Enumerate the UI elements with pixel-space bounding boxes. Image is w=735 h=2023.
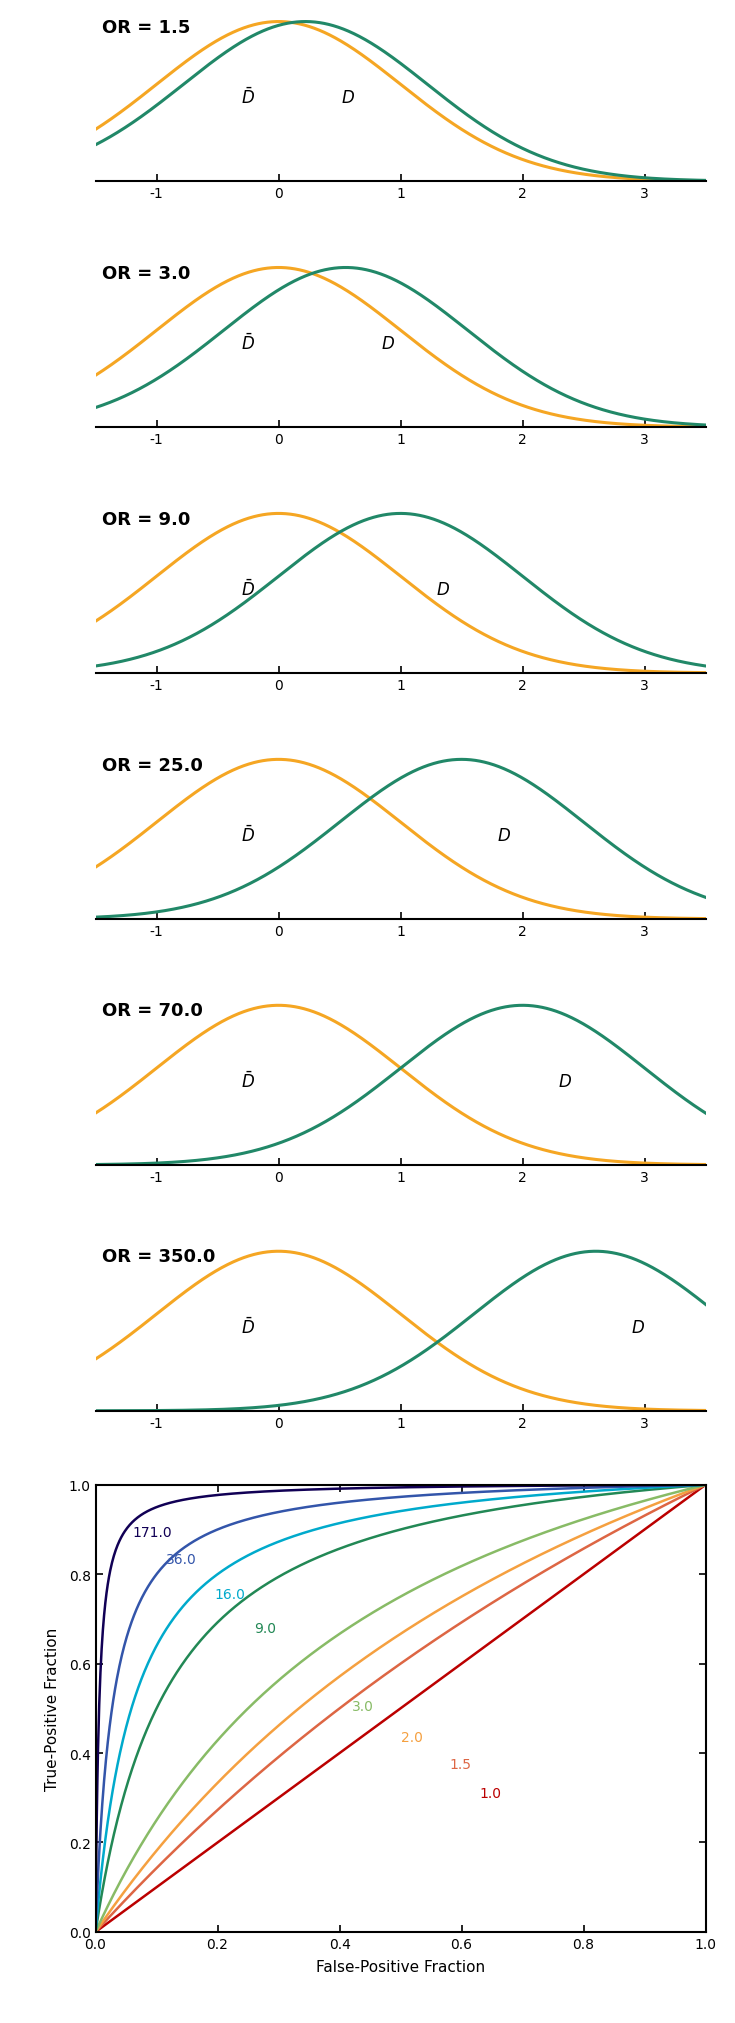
Text: 2.0: 2.0 xyxy=(401,1730,423,1744)
Text: $\bar{D}$: $\bar{D}$ xyxy=(241,1070,255,1092)
Text: $D$: $D$ xyxy=(631,1319,645,1335)
Text: $\bar{D}$: $\bar{D}$ xyxy=(241,87,255,109)
Text: 9.0: 9.0 xyxy=(254,1620,276,1635)
Text: $D$: $D$ xyxy=(559,1072,573,1090)
Text: OR = 350.0: OR = 350.0 xyxy=(101,1248,215,1266)
Text: OR = 25.0: OR = 25.0 xyxy=(101,757,203,775)
Text: $\bar{D}$: $\bar{D}$ xyxy=(241,1317,255,1337)
Y-axis label: True-Positive Fraction: True-Positive Fraction xyxy=(46,1626,60,1790)
Text: 1.5: 1.5 xyxy=(449,1758,471,1772)
Text: $\bar{D}$: $\bar{D}$ xyxy=(241,334,255,354)
Text: $D$: $D$ xyxy=(498,827,512,844)
Text: $\bar{D}$: $\bar{D}$ xyxy=(241,825,255,846)
Text: $\bar{D}$: $\bar{D}$ xyxy=(241,579,255,601)
Text: OR = 3.0: OR = 3.0 xyxy=(101,265,190,283)
Text: $D$: $D$ xyxy=(381,336,395,352)
Text: OR = 70.0: OR = 70.0 xyxy=(101,1001,203,1020)
Text: $D$: $D$ xyxy=(341,89,355,107)
X-axis label: False-Positive Fraction: False-Positive Fraction xyxy=(316,1958,485,1974)
Text: 3.0: 3.0 xyxy=(352,1699,373,1713)
Text: 171.0: 171.0 xyxy=(132,1525,172,1540)
Text: 16.0: 16.0 xyxy=(215,1588,245,1602)
Text: OR = 9.0: OR = 9.0 xyxy=(101,510,190,528)
Text: 1.0: 1.0 xyxy=(480,1786,502,1800)
Text: OR = 1.5: OR = 1.5 xyxy=(101,18,190,36)
Text: $D$: $D$ xyxy=(437,581,451,599)
Text: 36.0: 36.0 xyxy=(165,1552,196,1566)
